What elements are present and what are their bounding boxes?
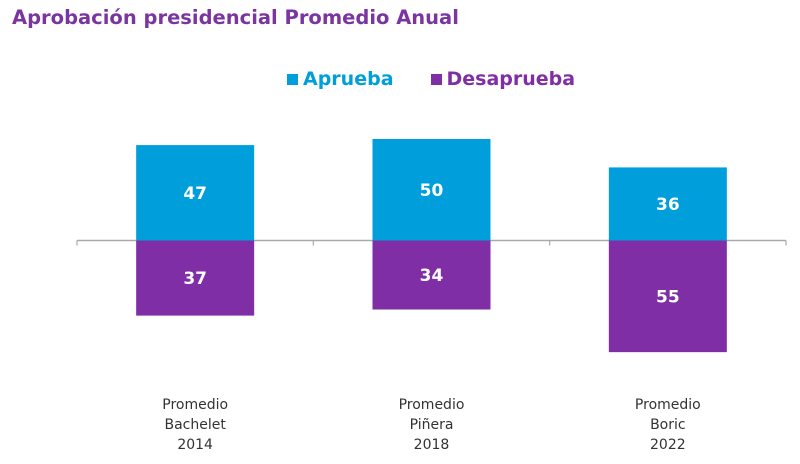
category-label-line: Promedio xyxy=(162,397,229,413)
category-label: Promedio Piñera 2018 xyxy=(357,395,507,455)
category-label-line: 2022 xyxy=(650,437,686,453)
category-label-line: Bachelet xyxy=(164,417,226,433)
data-label-desaprueba: 34 xyxy=(420,266,444,286)
bar-desaprueba xyxy=(372,240,491,310)
category-label-line: Boric xyxy=(650,417,686,433)
legend-item-desaprueba: Desaprueba xyxy=(430,68,576,90)
bar-desaprueba xyxy=(608,240,727,353)
data-label-aprueba: 47 xyxy=(183,184,207,204)
legend-swatch-aprueba xyxy=(287,73,298,85)
bar-aprueba xyxy=(608,167,727,241)
category-label-line: Promedio xyxy=(634,397,701,413)
legend-item-aprueba: Aprueba xyxy=(287,68,394,90)
chart-title: Aprobación presidencial Promedio Anual xyxy=(12,6,459,29)
legend-label-desaprueba: Desaprueba xyxy=(446,68,576,90)
legend-swatch-desaprueba xyxy=(430,73,442,85)
data-label-aprueba: 36 xyxy=(656,195,680,215)
bar-aprueba xyxy=(136,145,255,241)
category-label-line: Promedio xyxy=(398,397,465,413)
legend-label-aprueba: Aprueba xyxy=(303,68,394,90)
data-label-desaprueba: 37 xyxy=(183,269,207,289)
data-label-aprueba: 50 xyxy=(420,181,444,201)
category-label-line: Piñera xyxy=(409,417,454,433)
data-label-desaprueba: 55 xyxy=(656,287,680,307)
bar-aprueba xyxy=(372,139,491,241)
category-label-line: 2014 xyxy=(177,437,213,453)
category-label: Promedio Bachelet 2014 xyxy=(120,395,270,455)
legend: Aprueba Desaprueba xyxy=(287,68,612,90)
bar-desaprueba xyxy=(136,240,255,316)
category-label: Promedio Boric 2022 xyxy=(593,395,743,455)
category-label-line: 2018 xyxy=(413,437,450,453)
